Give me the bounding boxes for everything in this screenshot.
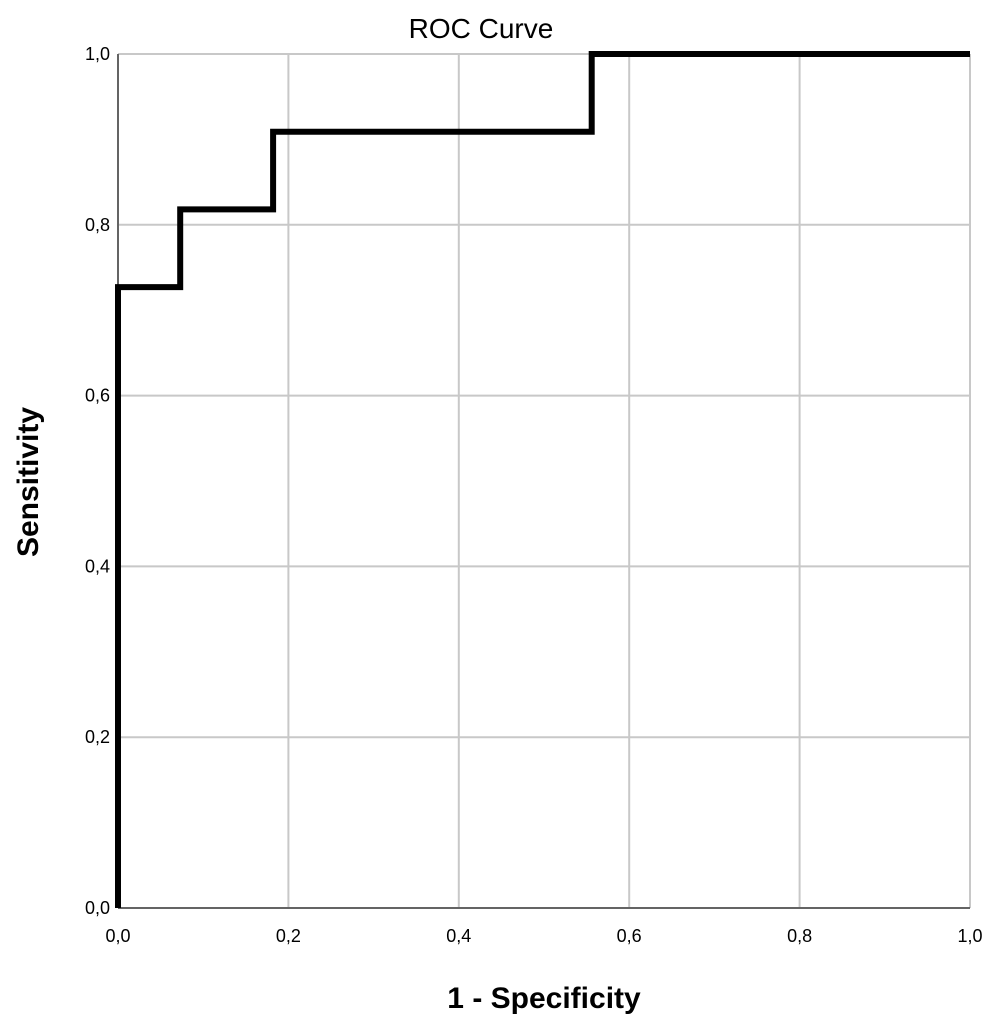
y-tick-label: 0,2 <box>85 727 110 747</box>
x-tick-label: 0,2 <box>276 926 301 946</box>
roc-curve-line <box>115 51 970 908</box>
y-axis-label: Sensitivity <box>12 407 45 557</box>
grid <box>117 53 971 909</box>
roc-curve <box>115 51 970 908</box>
x-tick-label: 0,0 <box>105 926 130 946</box>
y-tick-label: 0,4 <box>85 556 110 576</box>
x-tick-label: 0,8 <box>787 926 812 946</box>
y-tick-label: 0,6 <box>85 386 110 406</box>
x-tick-label: 0,4 <box>446 926 471 946</box>
y-tick-label: 1,0 <box>85 44 110 64</box>
x-axis-label: 1 - Specificity <box>447 982 641 1015</box>
y-tick-label: 0,8 <box>85 215 110 235</box>
y-tick-labels: 0,0 0,2 0,4 0,6 0,8 1,0 <box>85 44 110 918</box>
chart-title: ROC Curve <box>409 13 554 44</box>
x-tick-labels: 0,0 0,2 0,4 0,6 0,8 1,0 <box>105 926 982 946</box>
x-tick-label: 1,0 <box>957 926 982 946</box>
y-tick-label: 0,0 <box>85 898 110 918</box>
x-tick-label: 0,6 <box>617 926 642 946</box>
